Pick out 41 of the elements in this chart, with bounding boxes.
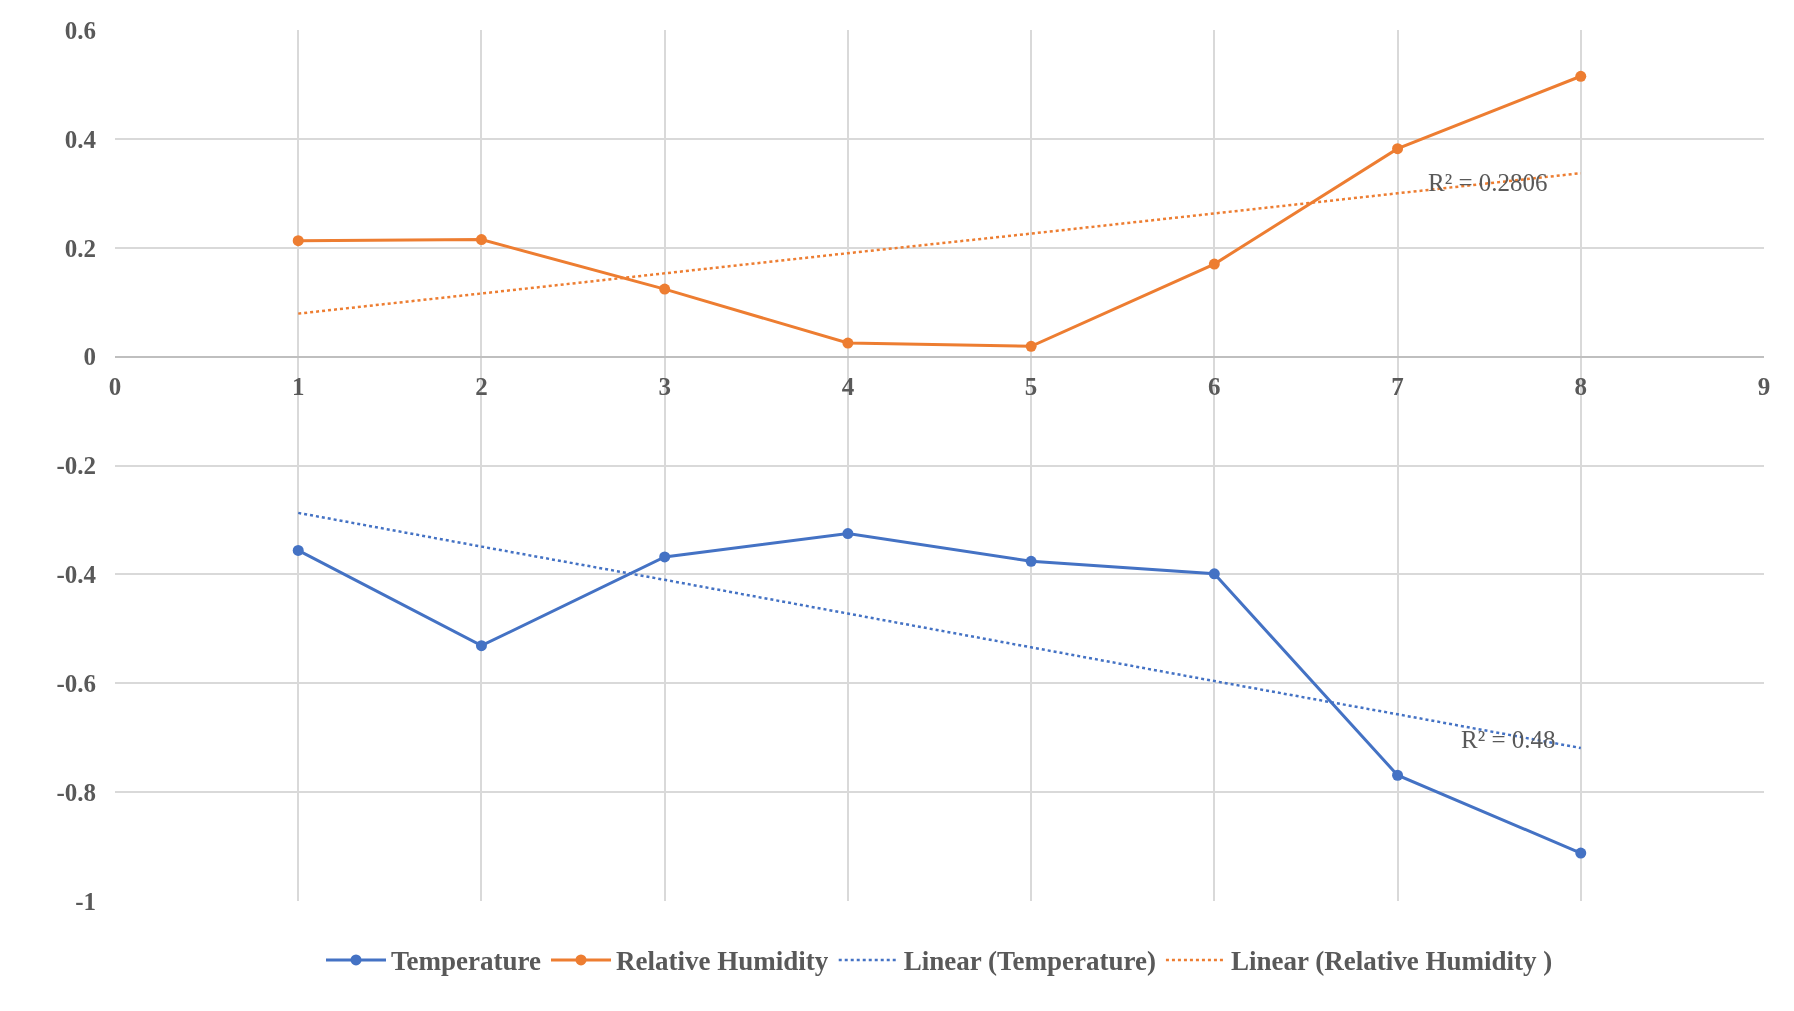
point <box>1025 555 1037 567</box>
point <box>842 528 854 540</box>
point <box>842 337 854 349</box>
y-tick-label: -0.6 <box>56 670 96 697</box>
point <box>1575 70 1587 82</box>
x-tick-label: 4 <box>841 373 855 401</box>
x-tick-label: 1 <box>291 373 305 401</box>
y-tick-label: -0.2 <box>56 452 96 480</box>
point <box>1392 769 1404 781</box>
legend-label: Linear (Relative Humidity ) <box>1230 946 1553 977</box>
point <box>1025 340 1037 352</box>
y-tick-label: -0.8 <box>56 778 96 806</box>
legend-label: Temperature <box>391 946 541 977</box>
x-tick-label: 7 <box>1391 373 1404 401</box>
legend-label: Relative Humidity <box>615 946 829 977</box>
annotation: R² = 0.48 <box>1461 726 1556 753</box>
y-tick-label: -1 <box>75 887 96 915</box>
y-tick-label: 0.2 <box>64 234 96 262</box>
point <box>475 640 487 652</box>
point <box>659 283 671 295</box>
x-tick-label: 3 <box>658 373 671 401</box>
x-tick-label: 8 <box>1574 373 1588 401</box>
x-tick-label: 9 <box>1757 373 1771 401</box>
point <box>1208 258 1220 270</box>
x-tick-label: 5 <box>1024 373 1038 401</box>
point <box>1575 847 1587 859</box>
y-tick-label: -0.4 <box>56 561 97 589</box>
point <box>292 544 304 556</box>
point <box>292 235 304 247</box>
x-tick-label: 6 <box>1208 373 1221 401</box>
legend-label: Linear (Temperature) <box>903 946 1156 977</box>
x-tick-label: 0 <box>108 373 122 401</box>
point <box>1208 568 1220 580</box>
annotation: R² = 0.2806 <box>1428 169 1548 196</box>
point <box>1392 143 1404 155</box>
y-tick-label: 0.6 <box>64 16 96 44</box>
point <box>475 234 487 246</box>
x-tick-label: 2 <box>475 373 488 401</box>
y-tick-label: 0 <box>83 343 96 371</box>
point <box>659 551 671 563</box>
y-tick-label: 0.4 <box>64 125 97 153</box>
